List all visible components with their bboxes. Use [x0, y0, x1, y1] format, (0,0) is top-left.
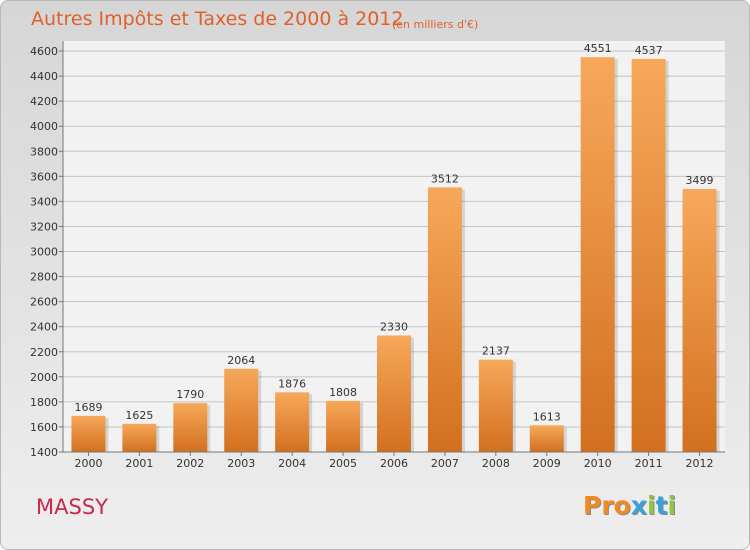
bar-2005	[326, 400, 361, 452]
y-tick-label: 4600	[30, 45, 58, 58]
bar-2010	[580, 57, 615, 452]
y-tick-label: 4400	[30, 70, 58, 83]
bar-2007	[427, 187, 462, 452]
x-tick-label: 2005	[329, 457, 357, 470]
data-label: 1876	[278, 377, 306, 390]
bar-2012	[682, 188, 717, 452]
data-label: 1689	[74, 401, 102, 414]
y-tick-label: 1800	[30, 396, 58, 409]
x-tick-label: 2004	[278, 457, 306, 470]
x-tick-label: 2007	[431, 457, 459, 470]
bar-2006	[377, 335, 411, 452]
city-name: MASSY	[36, 495, 108, 519]
y-tick-label: 4000	[30, 120, 58, 133]
x-tick-label: 2006	[380, 457, 408, 470]
y-tick-label: 2600	[30, 296, 58, 309]
y-tick-label: 3400	[30, 195, 58, 208]
x-tick-label: 2001	[125, 457, 153, 470]
logo-letter: i	[667, 491, 677, 520]
y-tick-label: 1400	[30, 446, 58, 459]
data-label: 1613	[533, 410, 561, 423]
x-tick-label: 2003	[227, 457, 255, 470]
logo-letter: o	[613, 491, 631, 520]
y-tick-label: 4200	[30, 95, 58, 108]
x-tick-label: 2000	[74, 457, 102, 470]
y-tick-label: 3200	[30, 220, 58, 233]
bar-2008	[478, 359, 513, 452]
y-tick-label: 3000	[30, 246, 58, 259]
chart-title: Autres Impôts et Taxes de 2000 à 2012	[31, 8, 404, 30]
bar-2001	[122, 423, 157, 452]
data-label: 4551	[584, 42, 612, 55]
bar-2011	[631, 58, 666, 453]
x-tick-label: 2002	[176, 457, 204, 470]
y-tick-label: 2800	[30, 271, 58, 284]
y-tick-label: 3800	[30, 145, 58, 158]
y-tick-label: 3600	[30, 170, 58, 183]
data-label: 1625	[125, 409, 153, 422]
bar-2009	[529, 425, 564, 452]
x-tick-label: 2008	[482, 457, 510, 470]
y-tick-label: 1600	[30, 421, 58, 434]
data-label: 1808	[329, 386, 357, 399]
x-tick-label: 2011	[635, 457, 663, 470]
logo-letter: P	[583, 491, 602, 520]
bar-2004	[275, 392, 310, 452]
y-tick-label: 2400	[30, 321, 58, 334]
y-tick-label: 2000	[30, 371, 58, 384]
x-tick-label: 2012	[686, 457, 714, 470]
x-tick-label: 2010	[584, 457, 612, 470]
logo-letter: t	[655, 491, 668, 520]
data-label: 2064	[227, 354, 255, 367]
data-label: 2137	[482, 345, 510, 358]
data-label: 1790	[176, 388, 204, 401]
logo-letter: x	[630, 491, 647, 520]
data-label: 3499	[686, 174, 714, 187]
data-label: 4537	[635, 44, 663, 57]
logo-letter: r	[601, 491, 614, 520]
bar-2002	[173, 403, 208, 452]
chart-subtitle: (en milliers d'€)	[392, 18, 479, 31]
data-label: 2330	[380, 320, 408, 333]
y-tick-label: 2200	[30, 346, 58, 359]
logo-letter: i	[647, 491, 656, 520]
bar-2003	[224, 368, 259, 452]
data-label: 3512	[431, 172, 459, 185]
x-tick-label: 2009	[533, 457, 561, 470]
bar-2000	[71, 415, 106, 452]
